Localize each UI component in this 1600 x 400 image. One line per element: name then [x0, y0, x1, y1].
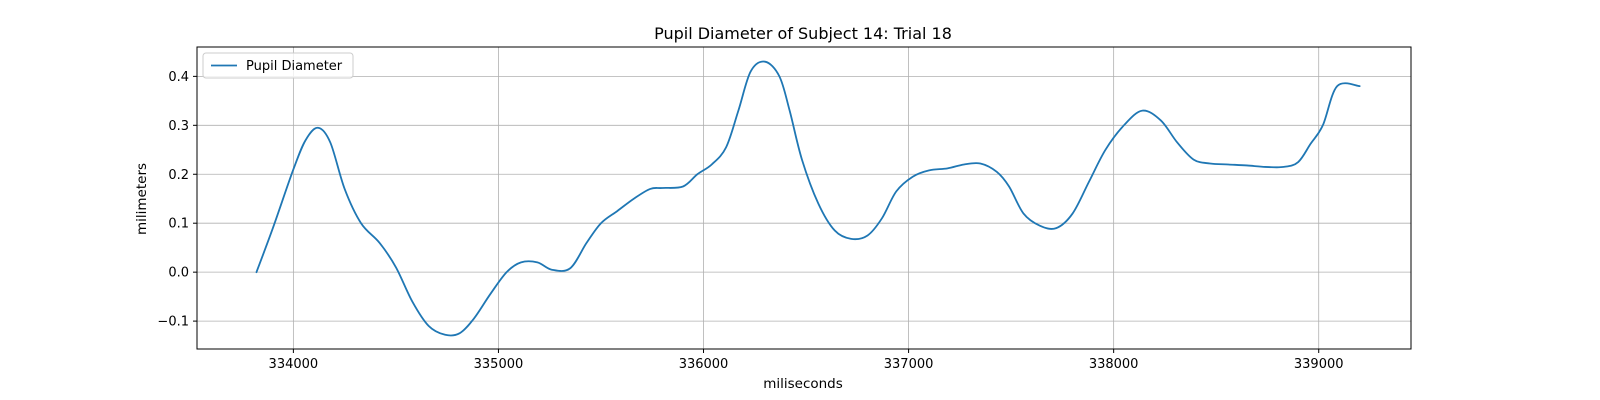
x-tick-label: 337000 — [884, 357, 934, 372]
x-tick-label: 335000 — [474, 357, 524, 372]
y-tick-label: 0.0 — [168, 266, 189, 281]
x-tick-label: 334000 — [269, 357, 319, 372]
y-axis-ticks: −0.1 0.0 0.1 0.2 0.3 0.4 — [157, 70, 197, 330]
x-axis-ticks: 334000 335000 336000 337000 338000 339000 — [269, 349, 1344, 372]
y-tick-label: −0.1 — [157, 315, 189, 330]
x-tick-label: 339000 — [1294, 357, 1344, 372]
series-line-pupil-diameter — [255, 60, 1361, 337]
x-tick-label: 338000 — [1089, 357, 1139, 372]
x-tick-label: 336000 — [679, 357, 729, 372]
legend-box — [202, 52, 354, 79]
y-tick-label: 0.2 — [168, 168, 189, 183]
plot-frame — [196, 46, 1412, 350]
plot-area — [255, 60, 1361, 337]
y-tick-label: 0.3 — [168, 119, 189, 134]
y-tick-label: 0.4 — [168, 70, 189, 85]
legend: Pupil Diameter — [202, 52, 354, 79]
y-tick-label: 0.1 — [168, 217, 189, 232]
chart-title: Pupil Diameter of Subject 14: Trial 18 — [654, 24, 952, 43]
x-axis-label: miliseconds — [763, 376, 843, 392]
legend-label: Pupil Diameter — [246, 59, 343, 74]
y-axis-label: milimeters — [134, 163, 150, 235]
